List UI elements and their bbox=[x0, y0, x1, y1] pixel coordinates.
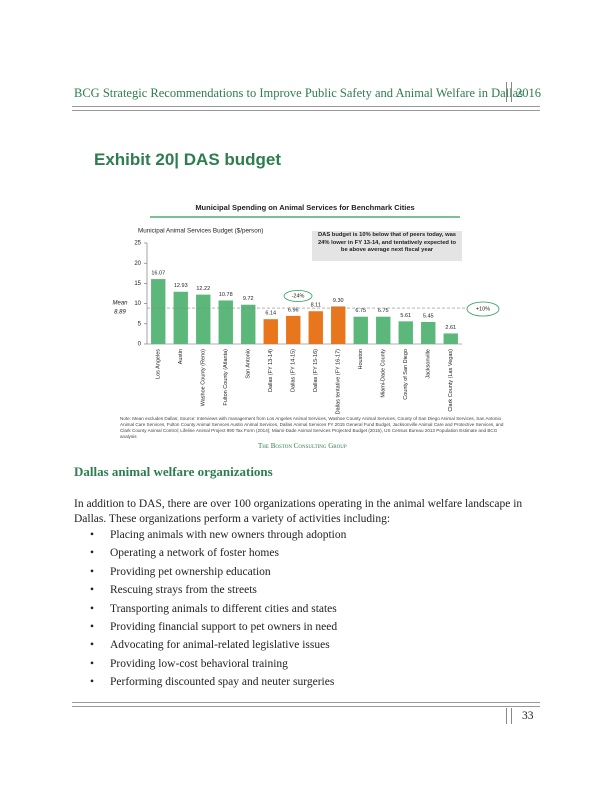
bullet: Rescuing strays from the streets bbox=[90, 584, 346, 602]
data-label: 5.61 bbox=[400, 313, 411, 319]
header-divider bbox=[506, 82, 512, 102]
chart: Municipal Spending on Animal Services fo… bbox=[112, 203, 500, 414]
y-axis-label: Municipal Animal Services Budget ($/pers… bbox=[138, 228, 263, 235]
bar bbox=[331, 306, 346, 344]
footer-divider bbox=[506, 708, 512, 724]
header-title: BCG Strategic Recommendations to Improve… bbox=[74, 86, 524, 100]
bullet: Placing animals with new owners through … bbox=[90, 529, 346, 547]
footer-rule bbox=[72, 702, 540, 707]
annotation: -24% bbox=[292, 293, 305, 299]
data-label: 12.22 bbox=[196, 286, 210, 292]
x-tick-label: Los Angeles bbox=[156, 349, 162, 379]
data-label: 9.72 bbox=[243, 296, 254, 302]
callout-text: DAS budget is 10% below that of peers to… bbox=[317, 232, 457, 253]
page-number: 33 bbox=[522, 710, 534, 722]
bullet: Providing pet ownership education bbox=[90, 566, 346, 584]
bar bbox=[443, 333, 458, 344]
bullet: Advocating for animal-related legislativ… bbox=[90, 639, 346, 657]
chart-source: The Boston Consulting Group bbox=[258, 442, 347, 450]
y-tick-label: 0 bbox=[138, 342, 142, 348]
x-tick-label: Clark County (Las Vegas) bbox=[448, 349, 454, 412]
x-tick-label: Fulton County (Atlanta) bbox=[223, 349, 229, 406]
bar bbox=[218, 300, 233, 344]
annotation: +10% bbox=[476, 306, 490, 312]
bar bbox=[376, 316, 391, 344]
x-tick-label: Miami-Dade County bbox=[381, 349, 387, 398]
data-label: 6.96 bbox=[288, 307, 299, 313]
bar bbox=[308, 311, 323, 344]
exhibit-title: Exhibit 20| DAS budget bbox=[94, 150, 282, 169]
data-label: 8.11 bbox=[311, 303, 321, 309]
y-tick-label: 25 bbox=[134, 241, 141, 247]
x-tick-label: Jacksonville bbox=[426, 349, 432, 379]
x-tick-label: Dallas (FY 13-14) bbox=[268, 349, 274, 392]
data-label: 9.30 bbox=[333, 298, 344, 304]
x-tick-label: Dallas tentative (FY 16-17) bbox=[336, 349, 342, 414]
bar bbox=[421, 321, 436, 344]
data-label: 6.75 bbox=[378, 308, 389, 314]
bullet: Providing low-cost behavioral training bbox=[90, 658, 346, 676]
data-label: 5.45 bbox=[423, 313, 434, 319]
data-label: 6.75 bbox=[355, 308, 366, 314]
x-tick-label: Austin bbox=[178, 349, 184, 364]
bar bbox=[196, 294, 211, 344]
chart-note: Note: Mean excludes Dallas; Source: Inte… bbox=[120, 416, 504, 439]
data-label: 12.93 bbox=[174, 283, 188, 289]
x-tick-label: Houston bbox=[358, 349, 364, 370]
bullet: Performing discounted spay and neuter su… bbox=[90, 676, 346, 694]
y-tick-label: 5 bbox=[138, 321, 142, 327]
x-tick-label: San Antonio bbox=[246, 349, 252, 379]
x-tick-label: Dallas (FY 15-16) bbox=[313, 349, 319, 392]
bar bbox=[286, 315, 301, 344]
data-label: 16.07 bbox=[151, 271, 165, 277]
mean-label: Mean bbox=[112, 301, 128, 307]
bar bbox=[173, 291, 188, 344]
bullet-list: Placing animals with new owners through … bbox=[90, 529, 346, 695]
header-year: 2016 bbox=[516, 86, 541, 100]
header-rule bbox=[72, 106, 540, 111]
chart-title: Municipal Spending on Animal Services fo… bbox=[195, 203, 414, 212]
annotation-ring bbox=[283, 290, 313, 302]
data-label: 6.14 bbox=[265, 311, 276, 317]
bar bbox=[151, 279, 166, 344]
annotation-ring bbox=[466, 301, 500, 317]
data-label: 2.61 bbox=[445, 325, 456, 331]
x-tick-label: County of San Diego bbox=[403, 349, 409, 400]
data-label: 10.78 bbox=[219, 292, 233, 298]
x-tick-label: Dallas (FY 14-15) bbox=[291, 349, 297, 392]
callout: DAS budget is 10% below that of peers to… bbox=[317, 232, 457, 253]
bullet: Operating a network of foster homes bbox=[90, 547, 346, 565]
y-tick-label: 15 bbox=[134, 281, 141, 287]
y-tick-label: 20 bbox=[134, 261, 141, 267]
bullet: Providing financial support to pet owner… bbox=[90, 621, 346, 639]
bullet: Transporting animals to different cities… bbox=[90, 603, 346, 621]
callout-box bbox=[312, 231, 462, 261]
bar bbox=[353, 316, 368, 344]
section-heading: Dallas animal welfare organizations bbox=[74, 464, 273, 479]
paragraph: In addition to DAS, there are over 100 o… bbox=[74, 498, 523, 525]
mean-value: 8.89 bbox=[114, 310, 126, 316]
y-tick-label: 10 bbox=[134, 301, 141, 307]
bar bbox=[241, 304, 256, 344]
bar bbox=[263, 319, 278, 344]
x-tick-label: Washoe County (Reno) bbox=[201, 349, 207, 406]
bar bbox=[398, 321, 413, 344]
